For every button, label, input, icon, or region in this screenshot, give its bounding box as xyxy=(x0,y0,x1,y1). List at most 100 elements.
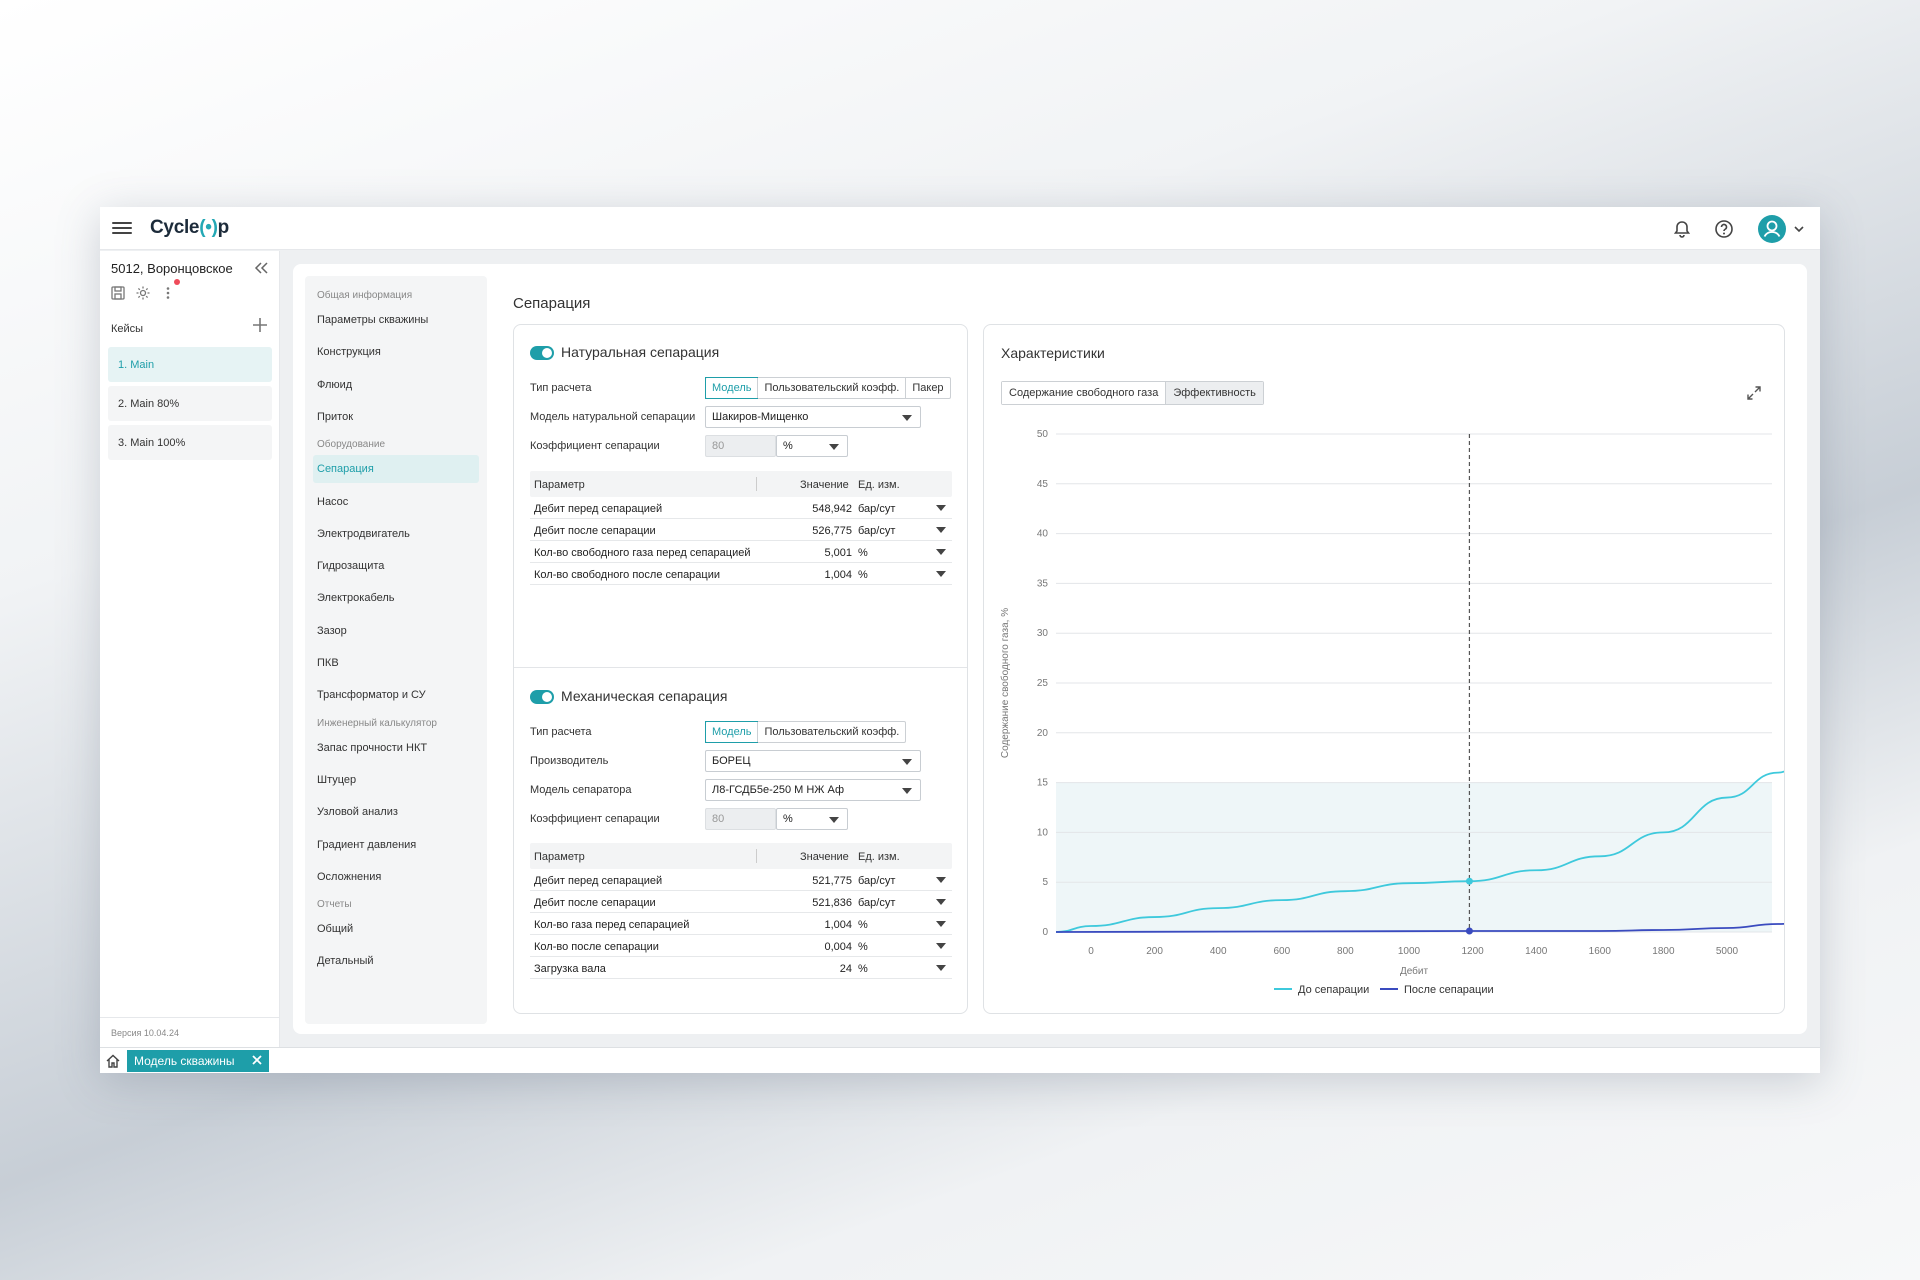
table-row: Дебит после сепарации 521,836 бар/сут xyxy=(530,891,952,913)
nav-item[interactable]: Электрокабель xyxy=(317,592,395,605)
cases-title: Кейсы xyxy=(111,323,144,335)
nav-item[interactable]: Осложнения xyxy=(317,870,382,883)
natural-model-label: Модель натуральной сепарации xyxy=(530,411,696,423)
calc-type-option-custom[interactable]: Пользовательский коэфф. xyxy=(757,378,905,398)
nav-item[interactable]: Конструкция xyxy=(317,346,381,359)
nav-item[interactable]: Детальный xyxy=(317,955,374,968)
chevron-down-icon[interactable] xyxy=(936,943,946,949)
nav-section-title: Отчеты xyxy=(317,899,352,911)
series-marker-point xyxy=(1465,927,1473,935)
well-name: 5012, Воронцовское xyxy=(111,261,233,276)
section-nav: Общая информация Параметры скважины Констр… xyxy=(305,276,487,1024)
chevron-down-icon[interactable] xyxy=(936,571,946,577)
help-icon[interactable] xyxy=(1714,219,1734,239)
case-item[interactable]: 1. Main xyxy=(108,347,272,382)
x-tick-label: 1000 xyxy=(1398,946,1421,957)
nav-item[interactable]: Узловой анализ xyxy=(317,806,398,819)
nav-item[interactable]: Трансформатор и СУ xyxy=(317,689,426,702)
row-value: 0,004 xyxy=(824,941,852,953)
nav-item[interactable]: Флюид xyxy=(317,378,353,391)
chevron-down-icon[interactable] xyxy=(936,549,946,555)
nav-item[interactable]: Приток xyxy=(317,410,354,423)
col-value: Значение xyxy=(800,479,849,491)
case-item[interactable]: 2. Main 80% xyxy=(108,386,272,421)
row-unit: % xyxy=(858,963,868,975)
more-vertical-icon[interactable] xyxy=(160,285,176,301)
calc-type-option-packer[interactable]: Пакер xyxy=(905,378,949,398)
tab-efficiency[interactable]: Эффективность xyxy=(1165,382,1263,404)
chevron-down-icon xyxy=(902,788,912,794)
nav-item[interactable]: Электродвигатель xyxy=(317,527,410,540)
notification-dot xyxy=(174,279,180,285)
chevron-down-icon[interactable] xyxy=(936,877,946,883)
nav-item[interactable]: ПКВ xyxy=(317,657,339,669)
row-unit: % xyxy=(858,919,868,931)
chevron-down-icon[interactable] xyxy=(936,505,946,511)
gear-icon[interactable] xyxy=(135,285,151,301)
y-tick-label: 45 xyxy=(1037,479,1049,490)
col-unit: Ед. изм. xyxy=(858,851,900,863)
table-row: Кол-во свободного после сепарации 1,004% xyxy=(530,563,952,585)
x-tick-label: 5000 xyxy=(1716,946,1739,957)
chevron-down-icon[interactable] xyxy=(936,965,946,971)
user-avatar[interactable] xyxy=(1758,215,1786,243)
tab-label: Модель скважины xyxy=(134,1054,235,1068)
natural-calc-type-switch: Модель Пользовательский коэфф. Пакер xyxy=(705,377,951,399)
natural-model-select[interactable]: Шакиров-Мищенко xyxy=(705,406,921,428)
close-icon[interactable] xyxy=(251,1054,263,1066)
tab-well-model[interactable]: Модель скважины xyxy=(127,1050,269,1072)
table-header: Параметр Значение Ед. изм. xyxy=(530,471,952,497)
y-tick-label: 25 xyxy=(1037,678,1049,689)
natural-coef-unit-select[interactable]: % xyxy=(776,435,848,457)
table-row: Дебит перед сепарацией 521,775 бар/сут xyxy=(530,869,952,891)
calc-type-option-model[interactable]: Модель xyxy=(705,721,759,743)
nav-item[interactable]: Гидрозащита xyxy=(317,560,385,573)
nav-item[interactable]: Параметры скважины xyxy=(317,314,429,326)
column-separator xyxy=(756,849,757,863)
table-row: Дебит после сепарации 526,775 бар/сут xyxy=(530,519,952,541)
maker-select[interactable]: БОРЕЦ xyxy=(705,750,921,772)
row-value: 526,775 xyxy=(812,525,852,537)
plus-icon[interactable] xyxy=(252,317,268,333)
maker-label: Производитель xyxy=(530,755,609,767)
sidebar-tools xyxy=(110,279,200,303)
y-tick-label: 40 xyxy=(1037,529,1049,540)
home-icon[interactable] xyxy=(105,1053,121,1069)
y-tick-label: 0 xyxy=(1042,927,1048,938)
row-unit: % xyxy=(858,547,868,559)
series-line-2 xyxy=(1055,922,1784,933)
expand-icon[interactable] xyxy=(1746,385,1762,401)
mechanical-coef-unit-select[interactable]: % xyxy=(776,808,848,830)
mechanical-params-table: Параметр Значение Ед. изм. Дебит перед сепа… xyxy=(530,843,952,979)
calc-type-option-custom[interactable]: Пользовательский коэфф. xyxy=(757,722,905,742)
nav-item[interactable]: Общий xyxy=(317,923,354,936)
natural-separation-toggle[interactable] xyxy=(530,346,554,360)
nav-item[interactable]: Запас прочности НКТ xyxy=(317,741,428,754)
save-icon[interactable] xyxy=(110,285,126,301)
nav-item[interactable]: Насос xyxy=(317,495,349,508)
bell-icon[interactable] xyxy=(1672,219,1692,239)
double-chevron-left-icon[interactable] xyxy=(252,259,270,277)
series-marker-point xyxy=(1465,877,1473,885)
separator-model-select[interactable]: Л8-ГСДБ5е-250 М НЖ Аф xyxy=(705,779,921,801)
nav-item[interactable]: Штуцер xyxy=(317,773,357,786)
nav-item[interactable]: Сепарация xyxy=(313,455,479,484)
chevron-down-icon[interactable] xyxy=(936,899,946,905)
nav-item[interactable]: Градиент давления xyxy=(317,838,417,851)
calc-type-option-model[interactable]: Модель xyxy=(705,377,759,399)
highlight-band xyxy=(1056,782,1772,932)
case-item[interactable]: 3. Main 100% xyxy=(108,425,272,460)
menu-icon[interactable] xyxy=(112,219,132,237)
legend-label: После сепарации xyxy=(1404,984,1494,996)
row-value: 24 xyxy=(839,963,852,975)
chevron-down-icon[interactable] xyxy=(1792,222,1806,236)
tab-free-gas[interactable]: Содержание свободного газа xyxy=(1002,382,1166,404)
chevron-down-icon[interactable] xyxy=(936,527,946,533)
row-param: Кол-во свободного после сепарации xyxy=(534,569,721,581)
chevron-down-icon[interactable] xyxy=(936,921,946,927)
row-value: 521,775 xyxy=(812,875,852,887)
mechanical-separation-toggle[interactable] xyxy=(530,690,554,704)
mechanical-separation-title: Механическая сепарация xyxy=(561,688,728,704)
nav-item[interactable]: Зазор xyxy=(317,624,347,637)
y-tick-label: 50 xyxy=(1037,429,1049,440)
